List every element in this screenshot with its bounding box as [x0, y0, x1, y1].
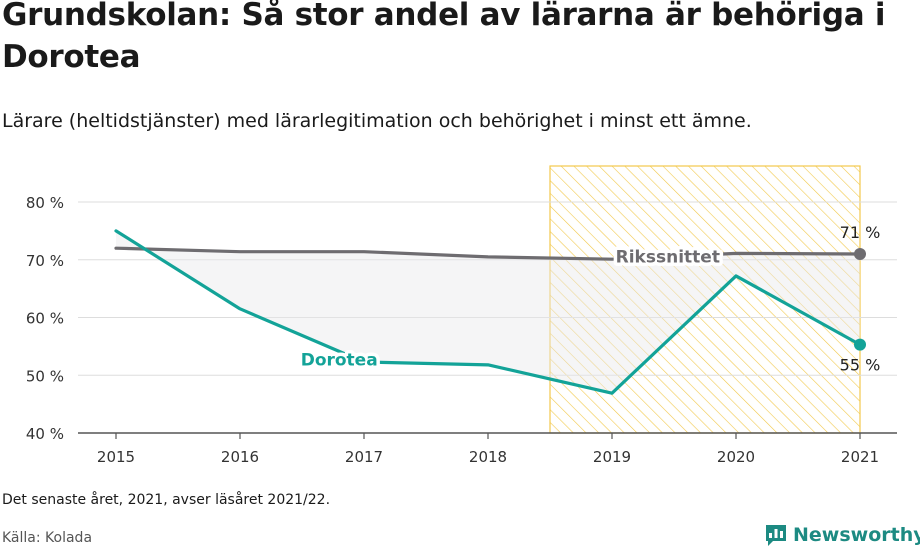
- end-value-label: 55 %: [840, 356, 881, 375]
- series-label-rikssnittet: Rikssnittet: [616, 248, 720, 268]
- line-chart: 40 % 50 % 60 % 70 % 80 % 2015 2016 2017 2018 2019…: [26, 165, 897, 466]
- difference-area: [116, 230, 860, 394]
- y-tick-label: 70 %: [26, 252, 64, 270]
- series-line-dorotea: [114, 229, 862, 395]
- end-point-rikssnittet: [854, 247, 866, 260]
- y-tick-label: 60 %: [26, 310, 64, 328]
- x-tick-label: 2017: [345, 448, 383, 466]
- y-tick-label: 80 %: [26, 194, 64, 212]
- y-tick-label: 50 %: [26, 367, 64, 385]
- x-tick-label: 2018: [469, 448, 507, 466]
- y-tick-label: 40 %: [26, 425, 64, 443]
- x-tick-label: 2019: [593, 448, 631, 466]
- chart-subtitle: Lärare (heltidstjänster) med lärarlegiti…: [2, 110, 752, 132]
- highlight-period: [549, 165, 861, 434]
- x-tick-label: 2016: [221, 448, 259, 466]
- bar-chart-speech-icon: [766, 525, 786, 546]
- end-point-dorotea: [854, 338, 866, 351]
- brand-name: Newsworthy: [793, 524, 920, 546]
- footnote: Det senaste året, 2021, avser läsåret 20…: [2, 492, 331, 508]
- source-note: Källa: Kolada: [2, 530, 93, 546]
- x-tick-label: 2015: [97, 448, 135, 466]
- end-value-label: 71 %: [840, 223, 881, 242]
- series-label-dorotea: Dorotea: [301, 350, 378, 370]
- x-tick-label: 2020: [717, 448, 755, 466]
- chart-title: Grundskolan: Så stor andel av lärarna är…: [2, 0, 886, 75]
- brand-logo: Newsworthy: [764, 520, 920, 550]
- x-tick-label: 2021: [841, 448, 879, 466]
- series-line-rikssnittet: [114, 246, 862, 261]
